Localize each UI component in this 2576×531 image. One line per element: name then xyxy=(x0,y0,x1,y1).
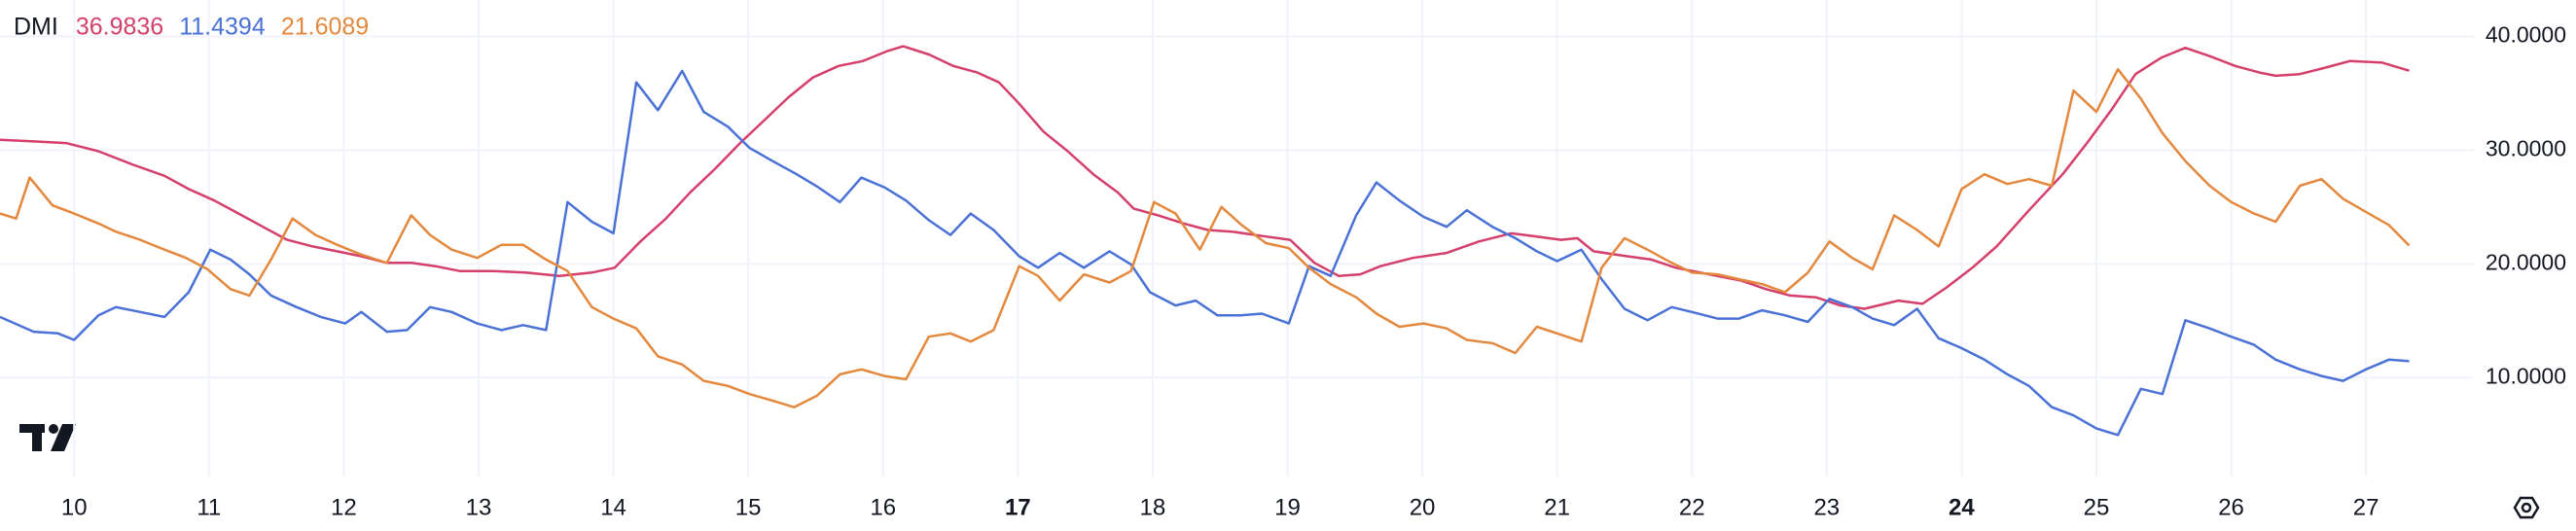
y-tick-label: 20.0000 xyxy=(2486,249,2566,274)
x-tick-label: 22 xyxy=(1679,494,1705,520)
x-tick-label: 19 xyxy=(1274,494,1301,520)
x-tick-label: 14 xyxy=(600,494,626,520)
dmi-line xyxy=(0,45,2410,310)
x-tick-label: 11 xyxy=(197,494,221,520)
dmi-line xyxy=(0,69,2410,437)
logo-part xyxy=(32,424,42,451)
x-tick-label: 23 xyxy=(1813,494,1840,520)
x-tick-label: 15 xyxy=(735,494,762,520)
x-tick-label: 26 xyxy=(2218,494,2244,520)
x-tick-label: 25 xyxy=(2084,494,2110,520)
logo-part xyxy=(49,424,58,434)
x-tick-label: 13 xyxy=(466,494,492,520)
x-tick-label: 20 xyxy=(1410,494,1436,520)
grid xyxy=(0,0,2474,477)
legend-value: 11.4394 xyxy=(179,14,266,41)
settings-icon[interactable] xyxy=(2513,496,2540,519)
tradingview-logo xyxy=(19,424,76,451)
x-tick-label: 16 xyxy=(870,494,896,520)
x-tick-label: 17 xyxy=(1005,494,1031,520)
legend-value: 36.9836 xyxy=(76,14,163,41)
x-tick-label: 10 xyxy=(61,494,88,520)
x-tick-label: 24 xyxy=(1949,494,1975,520)
logo-part xyxy=(51,424,76,451)
x-tick-label: 21 xyxy=(1544,494,1570,520)
y-tick-label: 30.0000 xyxy=(2486,135,2566,160)
settings-outline[interactable] xyxy=(2513,496,2540,519)
y-tick-label: 40.0000 xyxy=(2486,22,2566,48)
legend-value: 21.6089 xyxy=(281,14,369,41)
dmi-line xyxy=(0,67,2411,408)
x-tick-label: 27 xyxy=(2353,494,2379,520)
x-tick-label: 12 xyxy=(331,494,357,520)
x-tick-label: 18 xyxy=(1140,494,1166,520)
y-tick-label: 10.0000 xyxy=(2486,363,2566,388)
settings-center[interactable] xyxy=(2521,502,2532,513)
